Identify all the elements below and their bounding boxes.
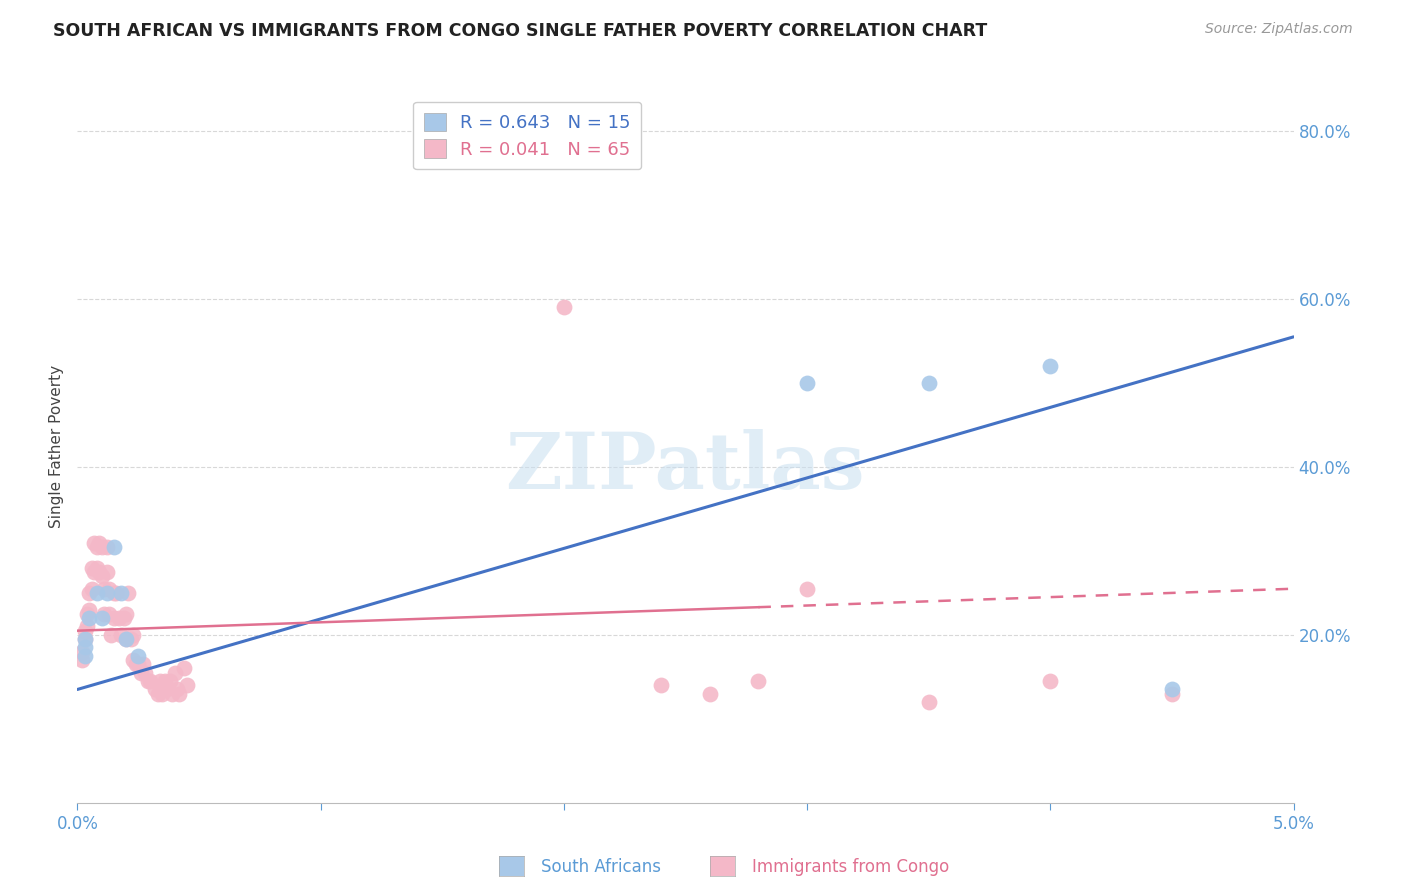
Point xyxy=(146,687,169,701)
Point xyxy=(796,582,818,596)
Text: SOUTH AFRICAN VS IMMIGRANTS FROM CONGO SINGLE FATHER POVERTY CORRELATION CHART: SOUTH AFRICAN VS IMMIGRANTS FROM CONGO S… xyxy=(53,22,987,40)
Point xyxy=(1039,359,1062,374)
Point xyxy=(156,682,179,697)
Point xyxy=(796,376,818,390)
Point xyxy=(127,648,149,663)
Point xyxy=(80,560,103,574)
Point xyxy=(699,687,721,701)
Point xyxy=(125,657,148,672)
Point xyxy=(115,632,138,646)
Point xyxy=(97,582,120,596)
Y-axis label: Single Father Poverty: Single Father Poverty xyxy=(49,365,65,527)
Text: ZIPatlas: ZIPatlas xyxy=(506,429,865,506)
Point xyxy=(176,678,198,692)
Point xyxy=(70,645,93,659)
Point xyxy=(76,619,98,633)
Point xyxy=(163,665,186,680)
Point xyxy=(918,695,941,709)
Point xyxy=(129,665,152,680)
Point xyxy=(149,674,172,689)
Point xyxy=(70,653,93,667)
Point xyxy=(73,632,96,646)
Point xyxy=(122,628,145,642)
Point xyxy=(166,682,188,697)
Point xyxy=(153,674,176,689)
Point xyxy=(120,632,142,646)
Point xyxy=(79,611,101,625)
Point xyxy=(79,603,101,617)
Point xyxy=(173,661,195,675)
Point xyxy=(86,586,108,600)
Point xyxy=(1161,687,1184,701)
Point xyxy=(73,640,96,655)
Point xyxy=(80,582,103,596)
Point xyxy=(112,611,135,625)
Point xyxy=(103,540,125,554)
Point xyxy=(107,611,129,625)
Point xyxy=(553,301,575,315)
Point xyxy=(86,540,108,554)
Point xyxy=(96,540,118,554)
Point xyxy=(139,674,162,689)
Point xyxy=(103,611,125,625)
Point xyxy=(86,560,108,574)
Point xyxy=(115,607,138,621)
Point xyxy=(747,674,769,689)
Point xyxy=(79,586,101,600)
Point xyxy=(93,607,115,621)
Point xyxy=(117,586,139,600)
Legend: R = 0.643   N = 15, R = 0.041   N = 65: R = 0.643 N = 15, R = 0.041 N = 65 xyxy=(413,102,641,169)
Point xyxy=(96,565,118,579)
Point xyxy=(110,586,132,600)
Point xyxy=(97,607,120,621)
Point xyxy=(89,565,111,579)
Point xyxy=(90,540,112,554)
Point xyxy=(73,648,96,663)
Point xyxy=(132,657,155,672)
Point xyxy=(76,607,98,621)
Text: Immigrants from Congo: Immigrants from Congo xyxy=(752,858,949,876)
Point xyxy=(73,632,96,646)
Point xyxy=(159,674,181,689)
Point xyxy=(83,565,105,579)
Point xyxy=(115,632,138,646)
Point xyxy=(143,682,166,697)
Point xyxy=(152,687,174,701)
Point xyxy=(103,586,125,600)
Point xyxy=(90,569,112,583)
Point xyxy=(918,376,941,390)
Point xyxy=(127,657,149,672)
Point xyxy=(650,678,672,692)
Point xyxy=(93,582,115,596)
Point xyxy=(1161,682,1184,697)
Point xyxy=(100,628,122,642)
Point xyxy=(110,628,132,642)
Point xyxy=(160,687,183,701)
Point xyxy=(122,653,145,667)
Text: Source: ZipAtlas.com: Source: ZipAtlas.com xyxy=(1205,22,1353,37)
Point xyxy=(136,674,159,689)
Point xyxy=(169,687,191,701)
Point xyxy=(90,611,112,625)
Point xyxy=(134,665,156,680)
Point xyxy=(73,624,96,638)
Text: South Africans: South Africans xyxy=(541,858,661,876)
Point xyxy=(83,535,105,549)
Point xyxy=(89,535,111,549)
Point xyxy=(96,586,118,600)
Point xyxy=(1039,674,1062,689)
Point xyxy=(105,586,128,600)
